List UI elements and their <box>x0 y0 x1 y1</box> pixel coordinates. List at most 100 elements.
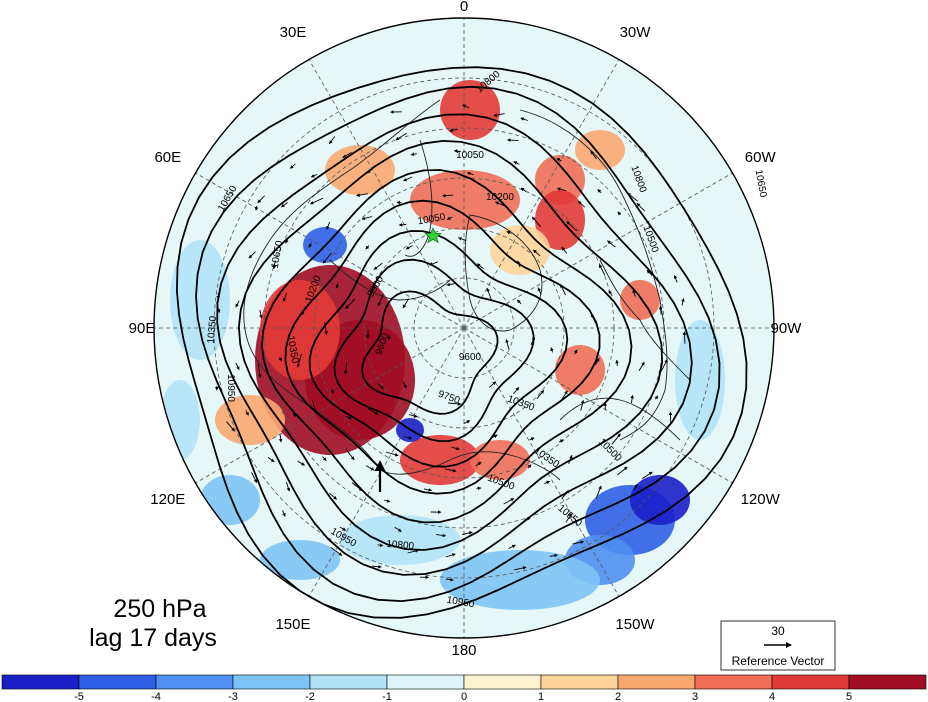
wind-vector-arrow <box>407 549 419 554</box>
anomaly-patch <box>675 320 725 440</box>
wind-vector-arrow <box>402 381 407 389</box>
wind-vector-arrow <box>475 461 482 467</box>
wind-vector-arrow <box>516 260 521 268</box>
wind-vector-arrow <box>529 437 535 441</box>
meridian-line <box>308 59 465 329</box>
wind-vector-arrow <box>403 436 413 440</box>
anomaly-patch <box>340 515 460 565</box>
anomaly-patch <box>325 145 395 195</box>
wind-vector-arrow <box>632 289 636 297</box>
wind-vector-arrow <box>506 138 519 142</box>
wind-vector-arrow <box>453 149 461 153</box>
wind-vector-arrow <box>446 282 456 287</box>
wind-vector-arrow <box>398 223 407 227</box>
longitude-label: 120W <box>741 491 781 508</box>
wind-vector-arrow <box>549 553 558 558</box>
latitude-circle <box>213 77 715 579</box>
wind-vector-arrow <box>408 414 418 418</box>
colorbar-segment <box>694 674 773 690</box>
wind-vector-arrow <box>402 298 409 309</box>
colorbar-segment <box>78 674 157 690</box>
longitude-label: 60E <box>154 149 181 166</box>
wind-vector-arrow <box>367 165 375 174</box>
wind-vector-arrow <box>257 364 262 378</box>
wind-vector-arrow <box>405 245 413 250</box>
colorbar-tick-label: 2 <box>615 691 621 702</box>
wind-vector-arrow <box>590 313 597 324</box>
meridian-line <box>463 327 733 484</box>
contour-label: 10050 <box>417 212 447 228</box>
wind-vector-arrow <box>377 383 384 390</box>
colorbar-tick-label: 5 <box>846 691 852 702</box>
wind-vector-arrow <box>339 526 347 531</box>
wind-vector-arrow <box>524 517 531 521</box>
height-contour <box>195 85 721 603</box>
contour-label: 9600 <box>459 352 482 363</box>
wind-vector-arrow <box>544 480 551 485</box>
wind-vector-arrow <box>608 290 613 296</box>
colorbar-segment <box>309 674 388 690</box>
wind-vector-arrow <box>312 399 317 414</box>
wind-vector-arrow <box>673 274 678 283</box>
anomaly-patch <box>620 280 660 320</box>
wind-vector-arrow <box>384 499 391 503</box>
contour-label: 10650 <box>753 169 769 199</box>
height-contour <box>175 66 748 619</box>
longitude-label: 30E <box>280 24 307 41</box>
wind-vector-arrow <box>272 261 277 270</box>
wind-vector-arrow <box>216 302 221 313</box>
wind-vector-arrow <box>590 150 597 160</box>
title-block: 250 hPa lag 17 days <box>89 595 217 652</box>
contour-label: 10650 <box>270 239 286 269</box>
wind-vector-arrow <box>617 211 622 216</box>
wind-vector-arrow <box>342 152 352 158</box>
wind-vector-arrow <box>377 543 384 547</box>
wind-vector-arrow <box>285 482 291 492</box>
colorbar-segment <box>540 674 619 690</box>
anomaly-patch <box>535 155 585 205</box>
map-border <box>153 17 775 639</box>
contour-label: 10950 <box>446 595 476 611</box>
height-contour <box>237 139 664 551</box>
wind-vector-arrow <box>394 526 402 532</box>
height-contour <box>361 290 499 415</box>
wind-vector-arrow <box>516 299 522 305</box>
wind-vector-arrow <box>617 466 628 476</box>
wind-vector-arrow <box>508 544 516 550</box>
wind-vector-arrow <box>490 434 498 439</box>
wind-vector-arrow <box>309 197 324 205</box>
meridian-line <box>195 172 465 329</box>
north-america-coast <box>519 109 691 441</box>
longitude-label: 90W <box>771 320 803 337</box>
wind-vector-arrow <box>641 471 653 479</box>
wind-vector-arrow <box>291 408 296 417</box>
wind-vector-arrow <box>330 389 334 394</box>
colorbar-tick-label: 1 <box>538 691 544 702</box>
wind-vector-arrow <box>235 362 240 371</box>
wind-vector-arrow <box>558 439 564 443</box>
wind-vector-arrow <box>503 498 515 505</box>
anomaly-patch <box>400 435 480 485</box>
wind-vector-arrow <box>335 283 340 289</box>
wind-vector-arrow <box>550 347 554 353</box>
height-contour <box>333 258 535 442</box>
colorbar-tick-label: 0 <box>461 691 467 702</box>
wind-vector-arrow <box>373 262 383 270</box>
longitude-label: 150E <box>275 616 310 633</box>
contour-label: 10200 <box>486 192 514 203</box>
wind-vector-arrow <box>566 221 578 232</box>
height-contour <box>284 199 601 495</box>
longitude-label: 90E <box>129 320 156 337</box>
geopotential-height-contours <box>175 66 748 619</box>
wind-vector-arrow <box>660 358 668 372</box>
wind-vector-arrow <box>251 472 258 484</box>
colorbar-segment <box>386 674 465 690</box>
wind-vector-arrow <box>598 264 606 276</box>
wind-vector-arrow <box>387 335 392 341</box>
wind-vector-arrow <box>462 104 470 109</box>
wind-vector-arrow <box>343 362 348 375</box>
reference-vector-value: 30 <box>771 624 785 638</box>
colorbar: -5 -4 -3 -2 -1 0 1 2 3 4 5 <box>1 674 927 702</box>
coastlines <box>243 99 691 481</box>
anomaly-patch <box>215 395 285 445</box>
